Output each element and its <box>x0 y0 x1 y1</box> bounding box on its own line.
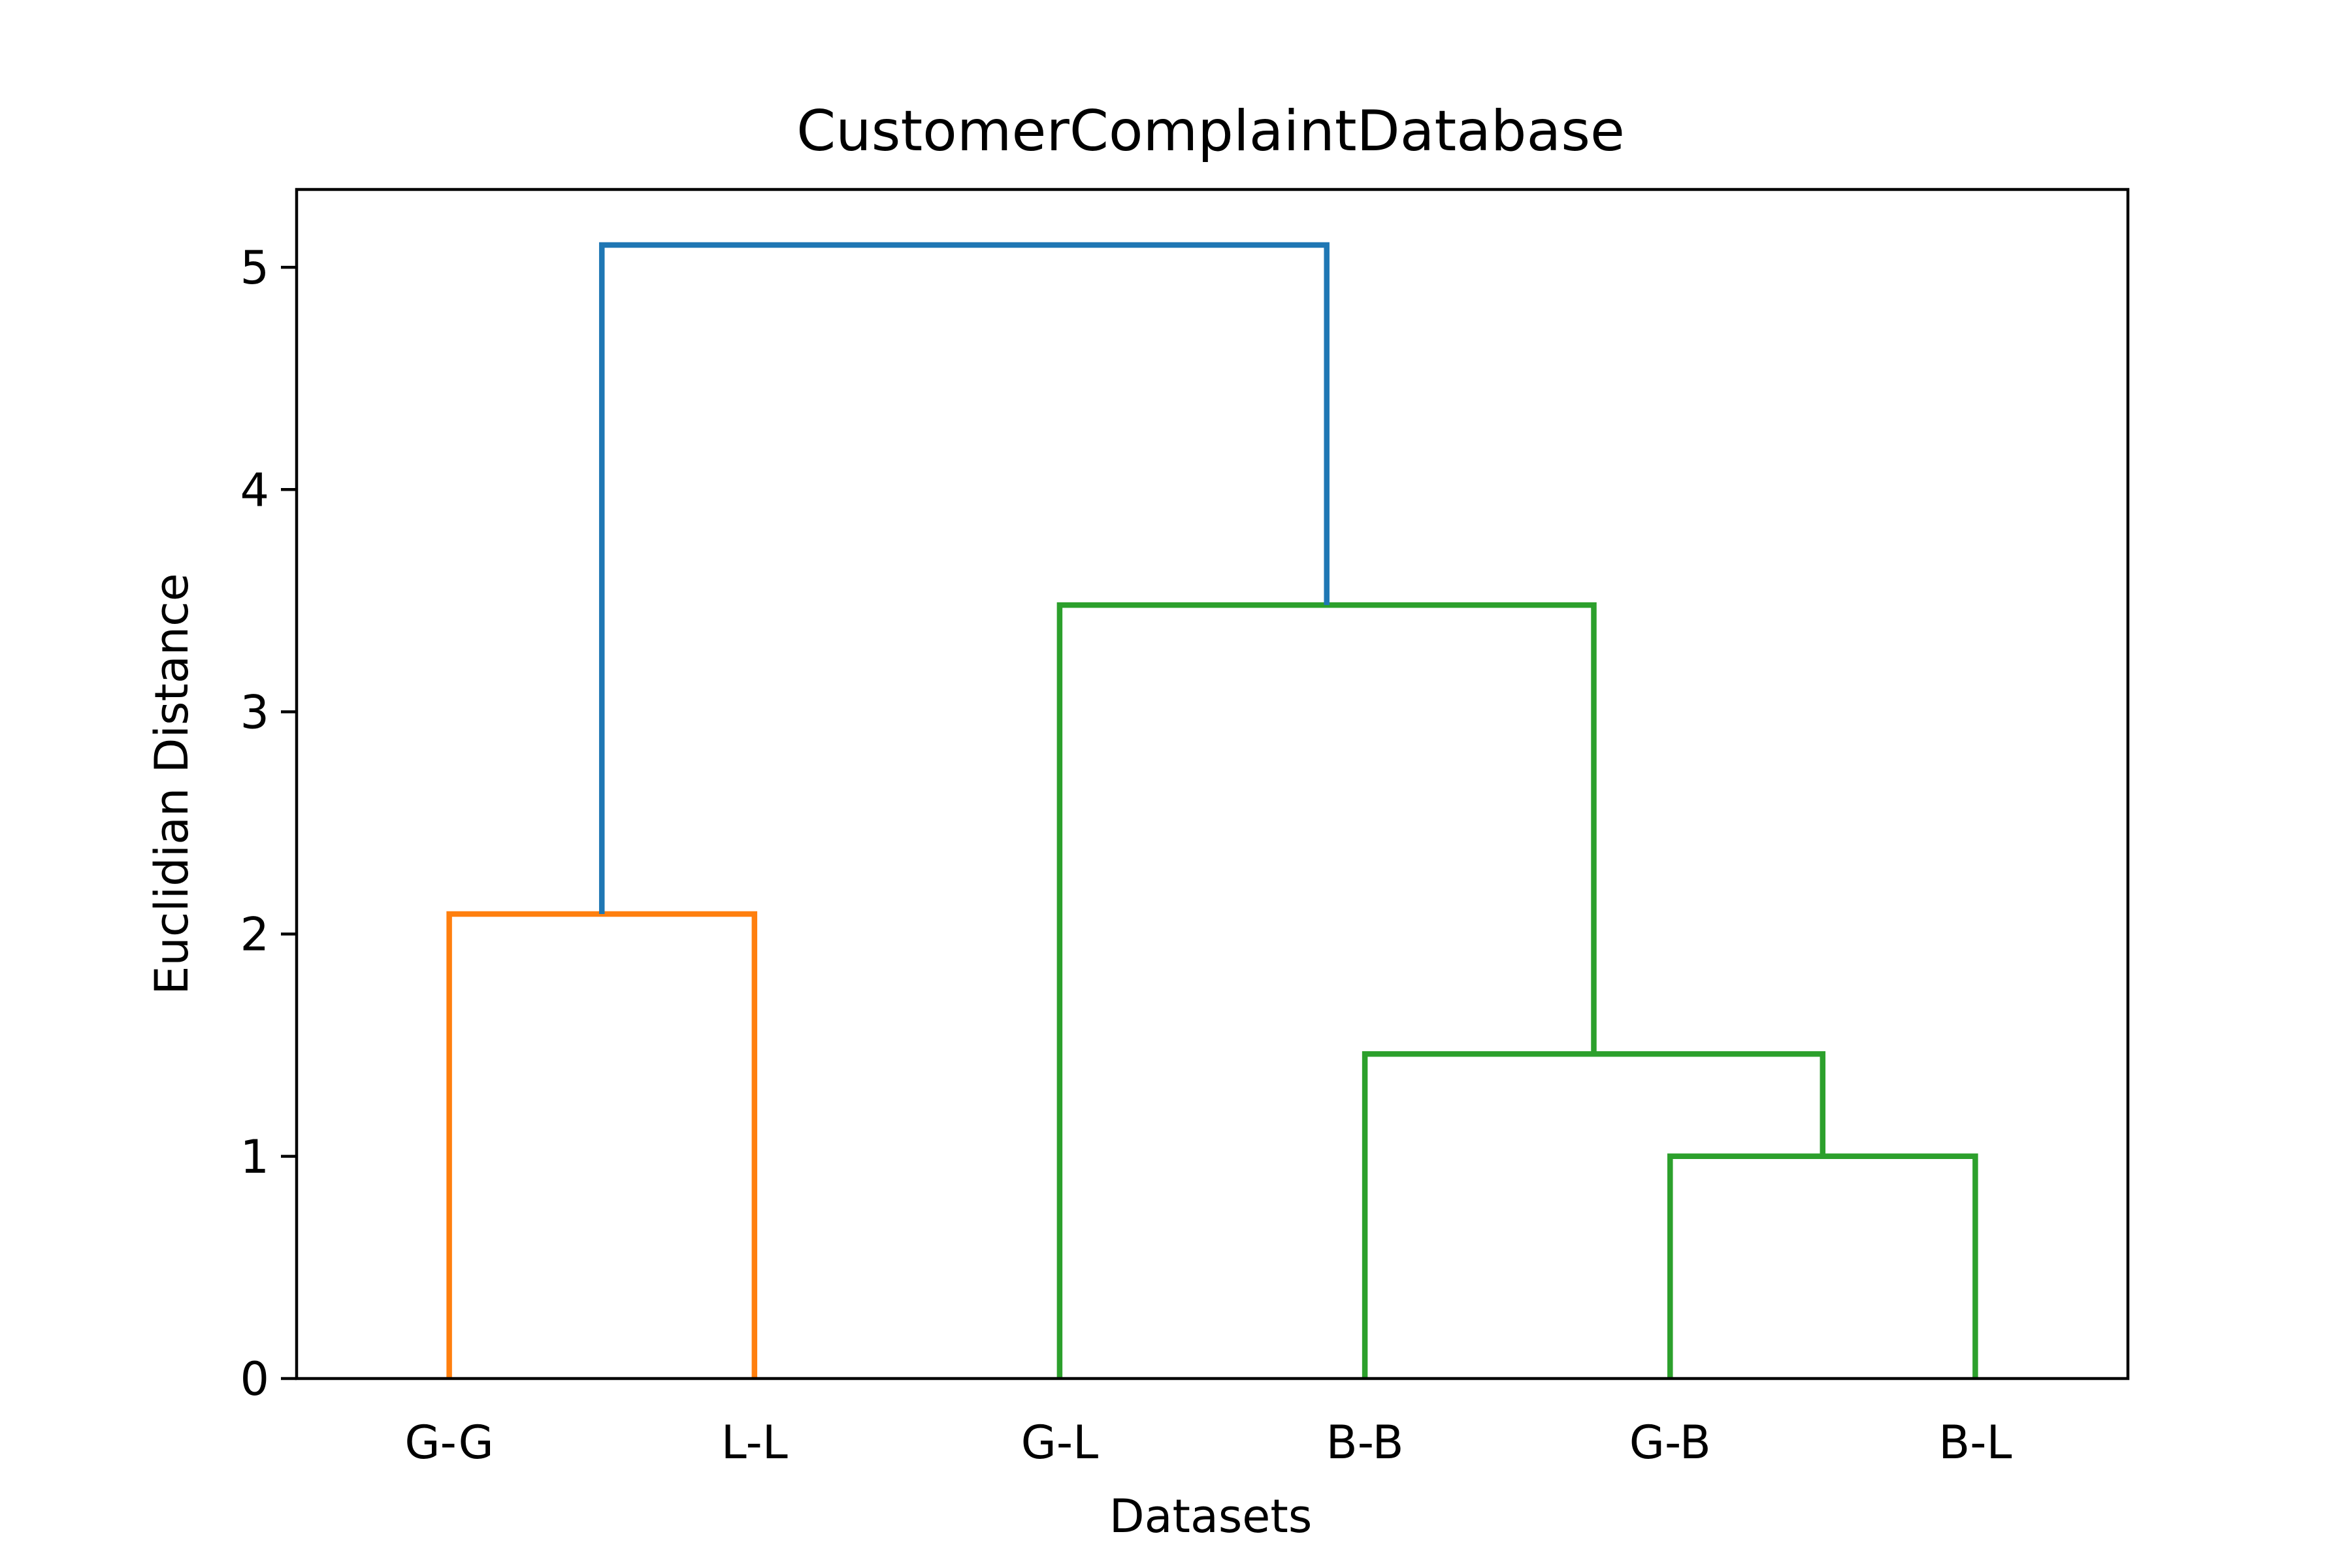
chart-title: CustomerComplaintDatabase <box>796 99 1625 164</box>
y-axis-ticks: 0 1 2 3 4 5 <box>240 241 297 1406</box>
y-tick-label: 2 <box>240 908 269 962</box>
x-axis-label: Datasets <box>1109 1490 1313 1543</box>
x-tick-label: G-L <box>1021 1416 1099 1469</box>
x-axis-ticks: G-G L-L G-L B-B G-B B-L <box>404 1416 2012 1469</box>
x-tick-label: G-B <box>1629 1416 1711 1469</box>
y-tick-label: 4 <box>240 463 269 517</box>
plot-area-frame <box>295 188 2130 1380</box>
y-tick-label: 1 <box>240 1130 269 1184</box>
x-tick-label: L-L <box>721 1416 788 1469</box>
y-tick-label: 5 <box>240 241 269 295</box>
x-tick-label: B-B <box>1326 1416 1404 1469</box>
y-axis-label: Euclidian Distance <box>145 573 199 994</box>
dendrogram-link-5 <box>598 242 1330 914</box>
x-tick-label: B-L <box>1938 1416 2012 1469</box>
y-tick-label: 0 <box>240 1352 269 1406</box>
dendrogram-links <box>446 242 1978 1379</box>
x-tick-label: G-G <box>404 1416 493 1469</box>
y-tick-label: 3 <box>240 685 269 739</box>
